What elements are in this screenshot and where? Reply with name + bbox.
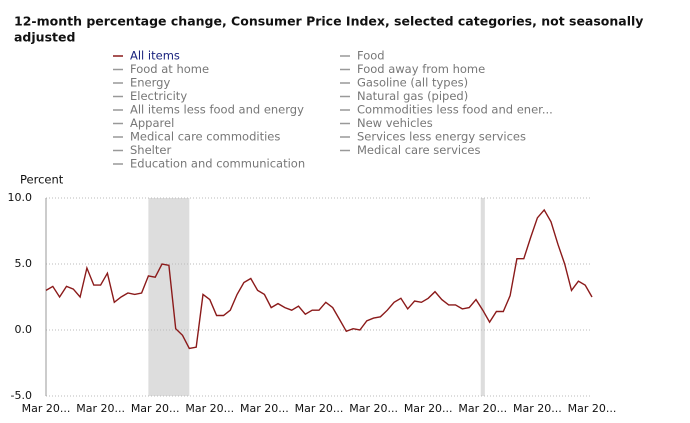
legend-entry: Food — [357, 49, 385, 63]
x-tick-label: Mar 20... — [185, 402, 234, 415]
x-tick-label: Mar 20... — [404, 402, 453, 415]
legend-entry: All items less food and energy — [130, 103, 304, 117]
legend-entry: Commodities less food and ener... — [357, 103, 553, 117]
legend-entry: Shelter — [130, 143, 171, 157]
x-tick-label: Mar 20... — [131, 402, 180, 415]
legend-entry: Education and communication — [130, 157, 305, 171]
legend-entry: Food at home — [130, 62, 209, 76]
x-tick-label: Mar 20... — [458, 402, 507, 415]
y-tick-label: 0.0 — [15, 323, 33, 336]
series-line — [45, 208, 593, 350]
legend-entry: Electricity — [130, 89, 187, 103]
legend-entry: New vehicles — [357, 116, 433, 130]
x-tick-label: Mar 20... — [295, 402, 344, 415]
x-tick-label: Mar 20... — [76, 402, 125, 415]
x-tick-label: Mar 20... — [22, 402, 71, 415]
y-tick-label: 5.0 — [15, 257, 33, 270]
legend-entry: Natural gas (piped) — [357, 89, 468, 103]
y-tick-label: 10.0 — [8, 191, 33, 204]
legend-entry: Apparel — [130, 116, 174, 130]
x-tick-label: Mar 20... — [349, 402, 398, 415]
legend-entry: Services less energy services — [357, 130, 526, 144]
y-tick-label: -5.0 — [11, 389, 32, 402]
legend-entry: Energy — [130, 76, 170, 90]
chart-title: adjusted — [14, 30, 75, 45]
legend-entry: Medical care services — [357, 143, 480, 157]
x-tick-label: Mar 20... — [568, 402, 617, 415]
recession-band — [148, 198, 190, 396]
legend-entry: All items — [130, 49, 180, 63]
x-tick-label: Mar 20... — [240, 402, 289, 415]
legend-entry: Food away from home — [357, 62, 485, 76]
y-axis-title: Percent — [20, 173, 64, 187]
recession-band — [480, 198, 485, 396]
x-tick-label: Mar 20... — [513, 402, 562, 415]
chart-title: 12-month percentage change, Consumer Pri… — [14, 14, 643, 29]
legend-entry: Gasoline (all types) — [357, 76, 468, 90]
legend-entry: Medical care commodities — [130, 130, 280, 144]
